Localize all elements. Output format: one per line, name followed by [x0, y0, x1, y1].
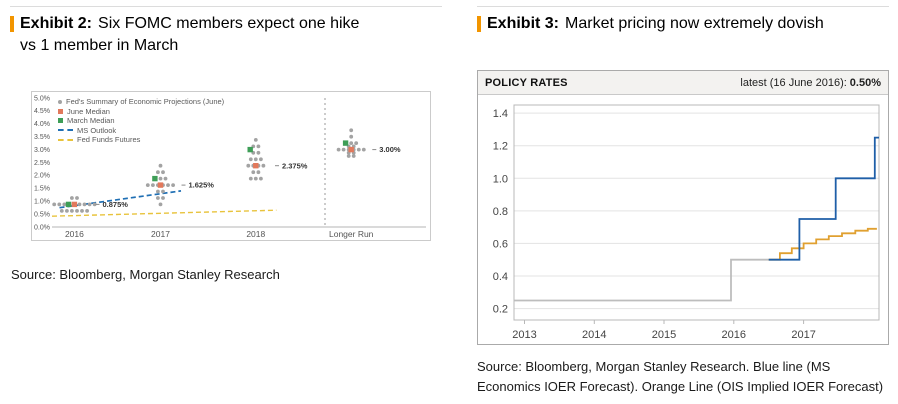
exhibit2-source: Source: Bloomberg, Morgan Stanley Resear… [11, 267, 280, 282]
svg-text:1.5%: 1.5% [34, 186, 50, 193]
legend-label: Fed's Summary of Economic Projections (J… [66, 97, 225, 107]
exhibit2-title-text: Six FOMC members expect one hike vs 1 me… [20, 15, 360, 54]
svg-text:2016: 2016 [65, 229, 84, 239]
policy-chart-svg: 0.2 0.4 0.6 0.8 1.0 1.2 1.4 2013 2014 2015 2016 201… [493, 104, 880, 341]
exhibit3-label: Exhibit 3: [487, 15, 560, 32]
sep-dots-marker [58, 99, 62, 104]
legend-item-fed-funds-futures: Fed Funds Futures [58, 135, 224, 145]
policy-rates-panel-title: POLICY RATES [485, 76, 568, 89]
latest-rate-label: latest (16 June 2016): [740, 76, 847, 89]
exhibit3-panel: Exhibit 3: Market pricing now extremely d… [477, 6, 889, 397]
exhibit2-title: Exhibit 2: Six FOMC members expect one hi… [10, 13, 360, 57]
legend-label: MS Outlook [77, 125, 117, 135]
svg-text:2.0%: 2.0% [34, 173, 50, 180]
exhibit3-title-text: Market pricing now extremely dovish [565, 15, 824, 32]
svg-text:0.6: 0.6 [493, 238, 508, 250]
dot-plot-svg: 0.0% 0.5% 1.0% 1.5% 2.0% 2.5% 3.0% 3.5% 4.0% 4.5%… [34, 95, 426, 239]
svg-text:3.00%: 3.00% [379, 145, 401, 154]
svg-text:2015: 2015 [652, 329, 676, 341]
svg-text:2.5%: 2.5% [34, 160, 50, 167]
exhibit2-label: Exhibit 2: [20, 15, 93, 32]
svg-text:1.0%: 1.0% [34, 199, 50, 206]
latest-rate-value: 0.50% [849, 76, 881, 89]
svg-text:4.5%: 4.5% [34, 108, 50, 115]
dot-plot-chart: 0.0% 0.5% 1.0% 1.5% 2.0% 2.5% 3.0% 3.5% 4.0% 4.5%… [31, 91, 431, 241]
svg-text:0.5%: 0.5% [34, 211, 50, 218]
exhibit2-accent-bar [10, 16, 14, 32]
svg-text:0.0%: 0.0% [34, 224, 50, 231]
svg-text:2014: 2014 [582, 329, 606, 341]
svg-text:1.625%: 1.625% [189, 181, 215, 190]
exhibit3-title: Exhibit 3: Market pricing now extremely d… [477, 13, 889, 35]
legend-item-march-median: March Median [58, 116, 224, 126]
legend-item-june-median: June Median [58, 107, 224, 117]
legend-item-ms-outlook: MS Outlook [58, 126, 224, 136]
legend-label: March Median [67, 116, 115, 126]
legend-label: June Median [67, 106, 110, 116]
exhibit2-panel: Exhibit 2: Six FOMC members expect one hi… [10, 6, 442, 285]
svg-text:2017: 2017 [791, 329, 815, 341]
legend-label: Fed Funds Futures [77, 135, 141, 145]
svg-text:4.0%: 4.0% [34, 121, 50, 128]
svg-text:3.5%: 3.5% [34, 134, 50, 141]
svg-text:1.2: 1.2 [493, 141, 508, 153]
svg-text:1.4: 1.4 [493, 108, 508, 120]
svg-text:2017: 2017 [151, 229, 170, 239]
svg-text:2016: 2016 [722, 329, 746, 341]
june-median-marker [58, 108, 63, 114]
svg-text:1.0: 1.0 [493, 173, 508, 185]
dot-plot-legend: Fed's Summary of Economic Projections (J… [58, 97, 224, 145]
svg-text:2018: 2018 [246, 229, 265, 239]
svg-text:0.4: 0.4 [493, 271, 508, 283]
latest-rate: latest (16 June 2016): 0.50% [740, 77, 881, 89]
svg-text:0.8: 0.8 [493, 206, 508, 218]
ms-outlook-marker [58, 129, 73, 132]
policy-rates-chart: POLICY RATES latest (16 June 2016): 0.50%… [477, 70, 889, 345]
svg-text:5.0%: 5.0% [34, 95, 50, 102]
svg-text:0.875%: 0.875% [103, 200, 129, 209]
svg-text:0.2: 0.2 [493, 304, 508, 316]
svg-text:Longer Run: Longer Run [329, 229, 374, 239]
svg-text:3.0%: 3.0% [34, 147, 50, 154]
svg-text:2.375%: 2.375% [282, 161, 308, 170]
exhibit3-source: Source: Bloomberg, Morgan Stanley Resear… [477, 359, 884, 394]
fed-funds-futures-marker [58, 138, 73, 141]
policy-rates-header: POLICY RATES latest (16 June 2016): 0.50% [478, 71, 888, 95]
march-median-marker [58, 118, 63, 124]
legend-item-sep-dots: Fed's Summary of Economic Projections (J… [58, 97, 224, 107]
exhibit3-accent-bar [477, 16, 481, 32]
svg-text:2013: 2013 [512, 329, 536, 341]
